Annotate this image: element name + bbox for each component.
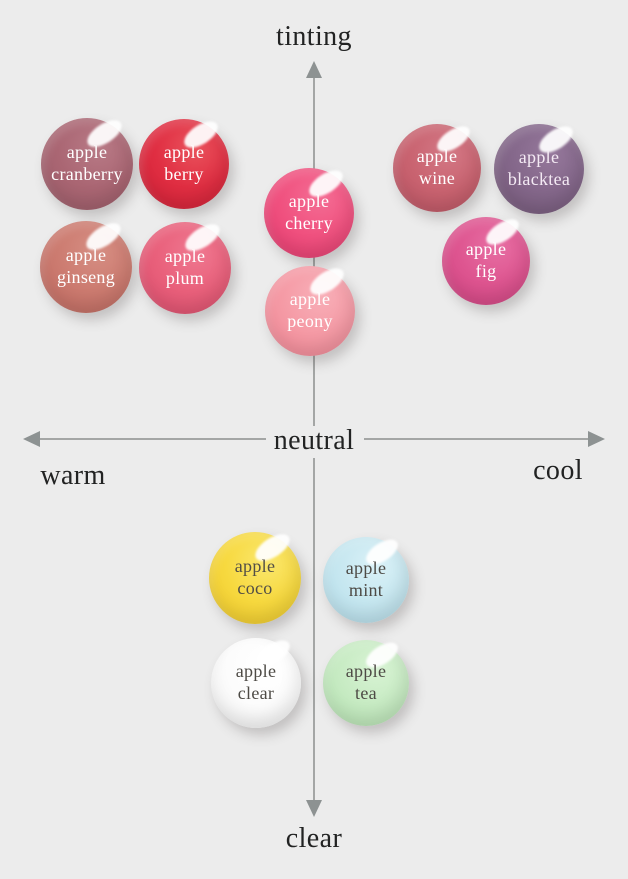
swatch-label-line2: coco xyxy=(237,578,273,598)
horizontal-axis-line-right xyxy=(364,438,590,440)
swatch-label-line1: apple xyxy=(465,239,507,260)
swatch-apple-coco: apple coco xyxy=(209,529,301,624)
swatch-label-line2: clear xyxy=(237,683,275,703)
swatch-label-line1: apple xyxy=(345,661,387,682)
arrow-down-icon xyxy=(306,800,322,817)
swatch-label-line2: wine xyxy=(418,168,456,188)
axis-label-warm: warm xyxy=(40,460,106,491)
swatch-label-line1: apple xyxy=(288,191,330,212)
swatch-label-line1: apple xyxy=(66,142,108,163)
swatch-apple-cherry: apple cherry xyxy=(264,165,354,258)
swatch-label-line2: fig xyxy=(475,261,497,281)
axis-label-cool: cool xyxy=(533,455,583,486)
arrow-left-icon xyxy=(23,431,40,447)
swatch-apple-peony: apple peony xyxy=(265,263,355,356)
swatch-label-line1: apple xyxy=(518,147,560,168)
swatch-label-line1: apple xyxy=(164,246,206,267)
arrow-up-icon xyxy=(306,61,322,78)
swatch-label-line2: ginseng xyxy=(56,267,116,287)
swatch-label-line2: plum xyxy=(165,268,205,288)
swatch-label-line2: peony xyxy=(287,311,333,331)
swatch-label-line2: mint xyxy=(348,580,384,600)
swatch-apple-cranberry: apple cranberry xyxy=(41,115,133,210)
axis-label-clear: clear xyxy=(285,823,343,854)
swatch-label-line1: apple xyxy=(65,245,107,266)
swatch-apple-ginseng: apple ginseng xyxy=(40,218,132,313)
swatch-label-line1: apple xyxy=(234,556,276,577)
swatch-apple-mint: apple mint xyxy=(323,534,409,623)
swatch-label-line1: apple xyxy=(345,558,387,579)
swatch-label-line1: apple xyxy=(235,661,277,682)
swatch-label-line1: apple xyxy=(416,146,458,167)
swatch-label-line1: apple xyxy=(163,142,205,163)
swatch-label-line2: cherry xyxy=(285,213,333,233)
swatch-apple-clear: apple clear xyxy=(211,635,301,728)
swatch-label-line2: berry xyxy=(164,164,204,184)
horizontal-axis-line-left xyxy=(38,438,266,440)
arrow-right-icon xyxy=(588,431,605,447)
axis-label-tinting: tinting xyxy=(276,21,352,52)
swatch-label-line1: apple xyxy=(289,289,331,310)
swatch-apple-blacktea: apple blacktea xyxy=(494,121,584,214)
axis-label-neutral: neutral xyxy=(273,425,355,456)
swatch-apple-berry: apple berry xyxy=(139,116,229,209)
swatch-label-line2: blacktea xyxy=(507,169,571,189)
vertical-axis-line-lower xyxy=(313,458,315,802)
swatch-apple-fig: apple fig xyxy=(442,214,530,305)
swatch-label-line2: cranberry xyxy=(51,164,123,184)
swatch-label-line2: tea xyxy=(355,683,377,703)
swatch-apple-tea: apple tea xyxy=(323,637,409,726)
swatch-apple-wine: apple wine xyxy=(393,121,481,212)
swatch-apple-plum: apple plum xyxy=(139,219,231,314)
